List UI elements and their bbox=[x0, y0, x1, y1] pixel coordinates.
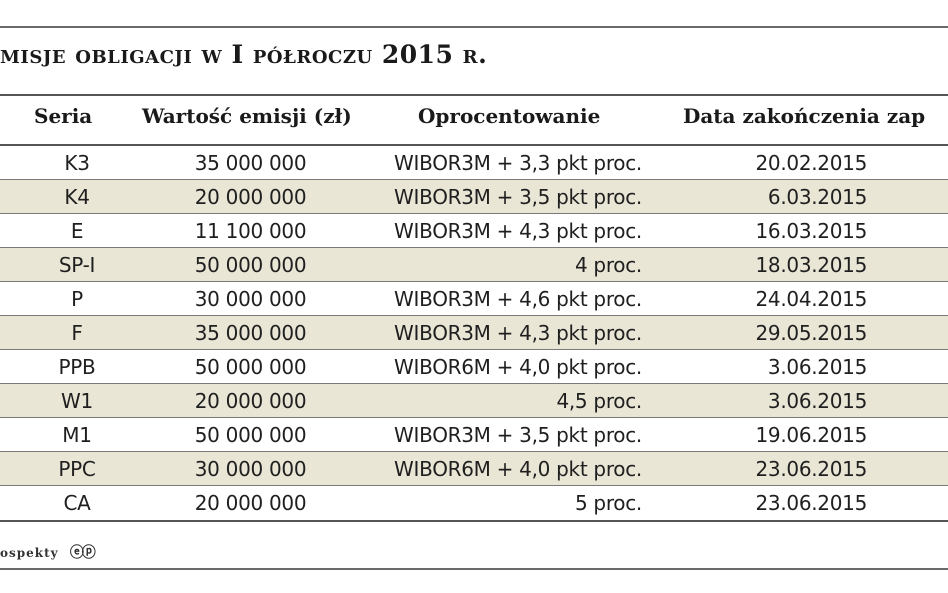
source-note: ospekty ⓔⓟ bbox=[0, 542, 96, 562]
cell-wartosc: 20 000 000 bbox=[194, 185, 307, 209]
cell-wartosc: 30 000 000 bbox=[194, 287, 307, 311]
cell-oprocentowanie: WIBOR3M + 3,5 pkt proc. bbox=[394, 185, 642, 209]
cell-oprocentowanie: 5 proc. bbox=[574, 491, 642, 515]
bond-issues-table: Seria Wartość emisji (zł) Oprocentowanie… bbox=[0, 94, 948, 522]
cell-seria: CA bbox=[63, 491, 91, 515]
cell-oprocentowanie: WIBOR6M + 4,0 pkt proc. bbox=[394, 355, 642, 379]
column-header-seria: Seria bbox=[34, 104, 93, 128]
cell-oprocentowanie: WIBOR3M + 3,5 pkt proc. bbox=[394, 423, 642, 447]
cell-seria: PPC bbox=[58, 457, 96, 481]
table-row: W1 20 000 000 4,5 proc. 3.06.2015 bbox=[0, 384, 948, 418]
table-row: SP-I 50 000 000 4 proc. 18.03.2015 bbox=[0, 248, 948, 282]
cell-oprocentowanie: WIBOR3M + 4,3 pkt proc. bbox=[394, 219, 642, 243]
cell-data: 29.05.2015 bbox=[755, 321, 867, 345]
cell-data: 6.03.2015 bbox=[767, 185, 867, 209]
cell-wartosc: 30 000 000 bbox=[194, 457, 307, 481]
page-title: misje obligacji w I półroczu 2015 r. bbox=[0, 40, 488, 69]
source-label: ospekty bbox=[0, 546, 59, 560]
cell-wartosc: 50 000 000 bbox=[194, 355, 307, 379]
table-row: PPC 30 000 000 WIBOR6M + 4,0 pkt proc. 23.0… bbox=[0, 452, 948, 486]
cell-seria: P bbox=[71, 287, 83, 311]
cell-data: 18.03.2015 bbox=[755, 253, 867, 277]
table-row: M1 50 000 000 WIBOR3M + 3,5 pkt proc. 19.06… bbox=[0, 418, 948, 452]
cell-seria: K4 bbox=[64, 185, 90, 209]
cell-seria: K3 bbox=[64, 151, 90, 175]
cell-data: 3.06.2015 bbox=[767, 389, 867, 413]
table-header: Seria Wartość emisji (zł) Oprocentowanie… bbox=[0, 96, 948, 146]
table-row: P 30 000 000 WIBOR3M + 4,6 pkt proc. 24.04.… bbox=[0, 282, 948, 316]
cell-oprocentowanie: WIBOR6M + 4,0 pkt proc. bbox=[394, 457, 642, 481]
cell-wartosc: 20 000 000 bbox=[194, 389, 307, 413]
column-header-data: Data zakończenia zap bbox=[683, 104, 926, 128]
column-header-oprocentowanie: Oprocentowanie bbox=[418, 104, 601, 128]
table-row: K3 35 000 000 WIBOR3M + 3,3 pkt proc. 20.02… bbox=[0, 146, 948, 180]
cell-data: 23.06.2015 bbox=[755, 457, 867, 481]
cell-seria: E bbox=[70, 219, 84, 243]
table-row: E 11 100 000 WIBOR3M + 4,3 pkt proc. 16.03.… bbox=[0, 214, 948, 248]
table-row: PPB 50 000 000 WIBOR6M + 4,0 pkt proc. 3.06… bbox=[0, 350, 948, 384]
cell-data: 16.03.2015 bbox=[755, 219, 867, 243]
cell-wartosc: 11 100 000 bbox=[194, 219, 307, 243]
cell-wartosc: 50 000 000 bbox=[194, 253, 307, 277]
source-logo: ⓔⓟ bbox=[69, 545, 96, 561]
column-header-wartosc: Wartość emisji (zł) bbox=[142, 104, 352, 128]
cell-seria: F bbox=[71, 321, 83, 345]
cell-oprocentowanie: 4,5 proc. bbox=[556, 389, 642, 413]
cell-oprocentowanie: 4 proc. bbox=[574, 253, 642, 277]
table-row: CA 20 000 000 5 proc. 23.06.2015 bbox=[0, 486, 948, 522]
cell-data: 20.02.2015 bbox=[755, 151, 867, 175]
table-body: K3 35 000 000 WIBOR3M + 3,3 pkt proc. 20.02… bbox=[0, 146, 948, 522]
cell-data: 3.06.2015 bbox=[767, 355, 867, 379]
cell-seria: M1 bbox=[62, 423, 92, 447]
cell-seria: SP-I bbox=[58, 253, 96, 277]
table-row: K4 20 000 000 WIBOR3M + 3,5 pkt proc. 6.03.… bbox=[0, 180, 948, 214]
cell-wartosc: 35 000 000 bbox=[194, 321, 307, 345]
cell-wartosc: 35 000 000 bbox=[194, 151, 307, 175]
table-row: F 35 000 000 WIBOR3M + 4,3 pkt proc. 29.05.… bbox=[0, 316, 948, 350]
cell-data: 24.04.2015 bbox=[755, 287, 867, 311]
cell-oprocentowanie: WIBOR3M + 3,3 pkt proc. bbox=[394, 151, 642, 175]
bottom-rule bbox=[0, 568, 948, 570]
cell-oprocentowanie: WIBOR3M + 4,3 pkt proc. bbox=[394, 321, 642, 345]
cell-wartosc: 20 000 000 bbox=[194, 491, 307, 515]
cell-wartosc: 50 000 000 bbox=[194, 423, 307, 447]
cell-seria: PPB bbox=[58, 355, 96, 379]
cell-data: 19.06.2015 bbox=[755, 423, 867, 447]
cell-seria: W1 bbox=[61, 389, 93, 413]
top-rule bbox=[0, 26, 948, 28]
cell-oprocentowanie: WIBOR3M + 4,6 pkt proc. bbox=[394, 287, 642, 311]
cell-data: 23.06.2015 bbox=[755, 491, 867, 515]
